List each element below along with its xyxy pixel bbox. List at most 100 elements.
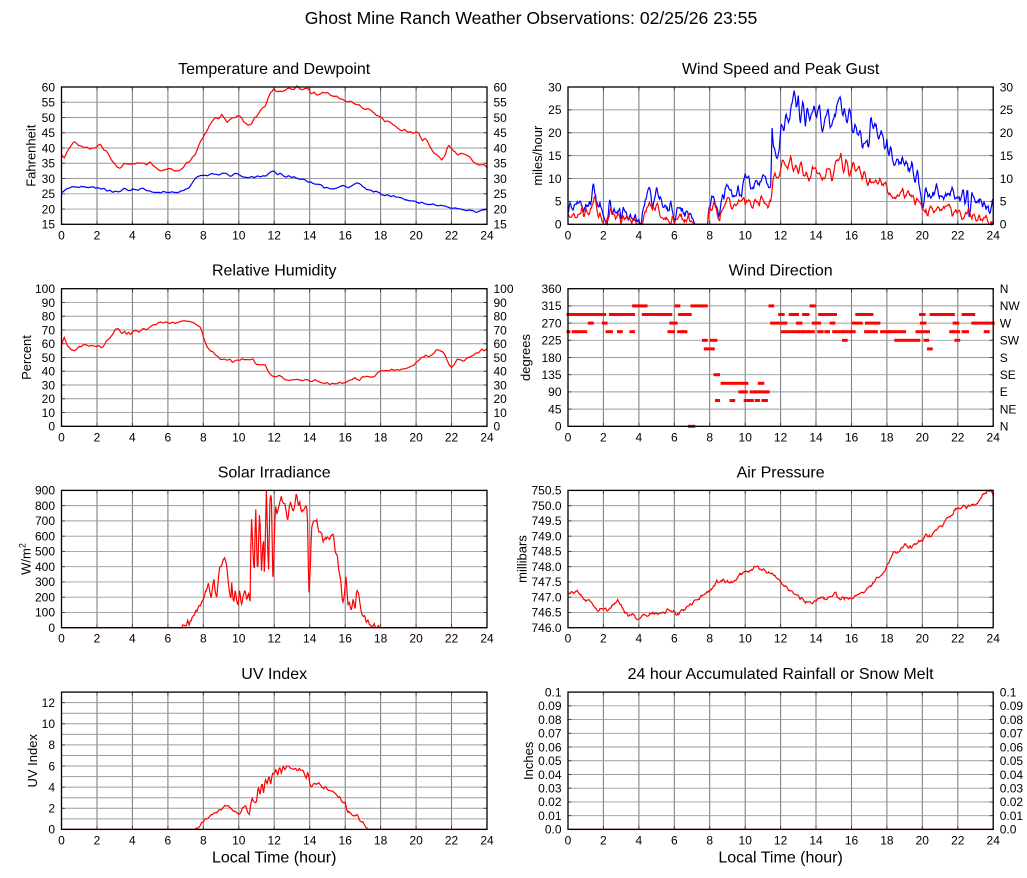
svg-text:8: 8 <box>48 738 55 752</box>
svg-text:0.01: 0.01 <box>538 809 562 823</box>
svg-text:25: 25 <box>548 103 562 117</box>
svg-text:8: 8 <box>706 632 713 646</box>
svg-text:0.07: 0.07 <box>1000 727 1024 741</box>
svg-text:0.08: 0.08 <box>538 713 562 727</box>
svg-text:24: 24 <box>480 833 494 847</box>
svg-text:6: 6 <box>671 833 678 847</box>
svg-text:6: 6 <box>671 430 678 444</box>
svg-text:10: 10 <box>739 833 753 847</box>
svg-text:12: 12 <box>268 228 282 242</box>
svg-text:0.02: 0.02 <box>1000 795 1024 809</box>
svg-text:22: 22 <box>445 430 459 444</box>
svg-text:0: 0 <box>565 833 572 847</box>
svg-text:360: 360 <box>541 282 561 296</box>
svg-text:0.03: 0.03 <box>1000 782 1024 796</box>
svg-text:700: 700 <box>35 514 55 528</box>
svg-text:0.05: 0.05 <box>538 754 562 768</box>
svg-text:20: 20 <box>916 833 930 847</box>
svg-text:20: 20 <box>42 392 56 406</box>
svg-text:40: 40 <box>494 365 508 379</box>
svg-text:600: 600 <box>35 529 55 543</box>
svg-text:N: N <box>1000 282 1009 296</box>
svg-text:60: 60 <box>42 337 56 351</box>
svg-text:16: 16 <box>339 833 353 847</box>
svg-text:10: 10 <box>42 717 56 731</box>
svg-text:20: 20 <box>409 632 423 646</box>
svg-text:8: 8 <box>200 430 207 444</box>
svg-text:0: 0 <box>58 632 65 646</box>
svg-text:2: 2 <box>94 228 101 242</box>
svg-text:4: 4 <box>48 780 55 794</box>
svg-text:12: 12 <box>268 430 282 444</box>
svg-text:800: 800 <box>35 499 55 513</box>
svg-text:Ghost Mine Ranch Weather Obser: Ghost Mine Ranch Weather Observations: 0… <box>305 8 758 28</box>
svg-text:747.5: 747.5 <box>531 575 561 589</box>
svg-text:60: 60 <box>494 80 508 94</box>
svg-text:30: 30 <box>494 172 508 186</box>
svg-text:30: 30 <box>42 378 56 392</box>
svg-text:12: 12 <box>774 632 788 646</box>
svg-text:2: 2 <box>600 228 607 242</box>
svg-text:180: 180 <box>541 351 561 365</box>
svg-text:4: 4 <box>129 430 136 444</box>
svg-text:12: 12 <box>774 228 788 242</box>
svg-text:900: 900 <box>35 484 55 498</box>
svg-text:24: 24 <box>480 632 494 646</box>
svg-text:Fahrenheit: Fahrenheit <box>24 124 39 187</box>
svg-text:0: 0 <box>58 430 65 444</box>
svg-text:0: 0 <box>565 632 572 646</box>
svg-text:NE: NE <box>1000 402 1017 416</box>
svg-text:Local Time (hour): Local Time (hour) <box>212 849 337 866</box>
svg-text:Inches: Inches <box>521 741 536 780</box>
svg-text:100: 100 <box>494 282 514 296</box>
svg-text:0.04: 0.04 <box>1000 768 1024 782</box>
svg-text:0: 0 <box>48 420 55 434</box>
svg-text:100: 100 <box>35 282 55 296</box>
svg-text:Relative Humidity: Relative Humidity <box>212 263 336 280</box>
svg-text:6: 6 <box>165 833 172 847</box>
svg-text:0: 0 <box>58 833 65 847</box>
svg-text:UV Index: UV Index <box>25 734 40 788</box>
svg-text:12: 12 <box>774 430 788 444</box>
svg-text:12: 12 <box>42 696 56 710</box>
svg-text:8: 8 <box>200 228 207 242</box>
svg-text:60: 60 <box>42 80 56 94</box>
svg-text:20: 20 <box>42 202 56 216</box>
svg-text:25: 25 <box>494 187 508 201</box>
svg-text:18: 18 <box>374 430 388 444</box>
svg-text:degrees: degrees <box>518 334 533 381</box>
svg-text:14: 14 <box>303 228 317 242</box>
svg-text:6: 6 <box>165 228 172 242</box>
svg-text:0.06: 0.06 <box>1000 740 1024 754</box>
svg-text:2: 2 <box>600 833 607 847</box>
svg-text:25: 25 <box>42 187 56 201</box>
svg-text:748.0: 748.0 <box>531 560 561 574</box>
svg-text:15: 15 <box>494 218 508 232</box>
svg-text:16: 16 <box>339 430 353 444</box>
svg-text:SW: SW <box>1000 334 1020 348</box>
svg-text:10: 10 <box>739 228 753 242</box>
svg-text:50: 50 <box>42 111 56 125</box>
svg-text:200: 200 <box>35 590 55 604</box>
svg-text:55: 55 <box>42 96 56 110</box>
svg-text:15: 15 <box>548 149 562 163</box>
svg-text:22: 22 <box>951 430 965 444</box>
svg-text:8: 8 <box>706 430 713 444</box>
svg-text:300: 300 <box>35 575 55 589</box>
svg-text:90: 90 <box>42 296 56 310</box>
svg-text:0.07: 0.07 <box>538 727 562 741</box>
svg-text:16: 16 <box>339 632 353 646</box>
svg-text:NW: NW <box>1000 299 1021 313</box>
svg-text:Wind Direction: Wind Direction <box>729 263 833 280</box>
svg-text:20: 20 <box>916 430 930 444</box>
svg-text:10: 10 <box>739 632 753 646</box>
svg-text:18: 18 <box>374 228 388 242</box>
svg-text:18: 18 <box>374 632 388 646</box>
svg-text:30: 30 <box>42 172 56 186</box>
svg-text:14: 14 <box>809 833 823 847</box>
svg-text:45: 45 <box>42 126 56 140</box>
svg-text:SE: SE <box>1000 368 1016 382</box>
svg-text:60: 60 <box>494 337 508 351</box>
svg-text:8: 8 <box>200 632 207 646</box>
svg-text:10: 10 <box>232 833 246 847</box>
